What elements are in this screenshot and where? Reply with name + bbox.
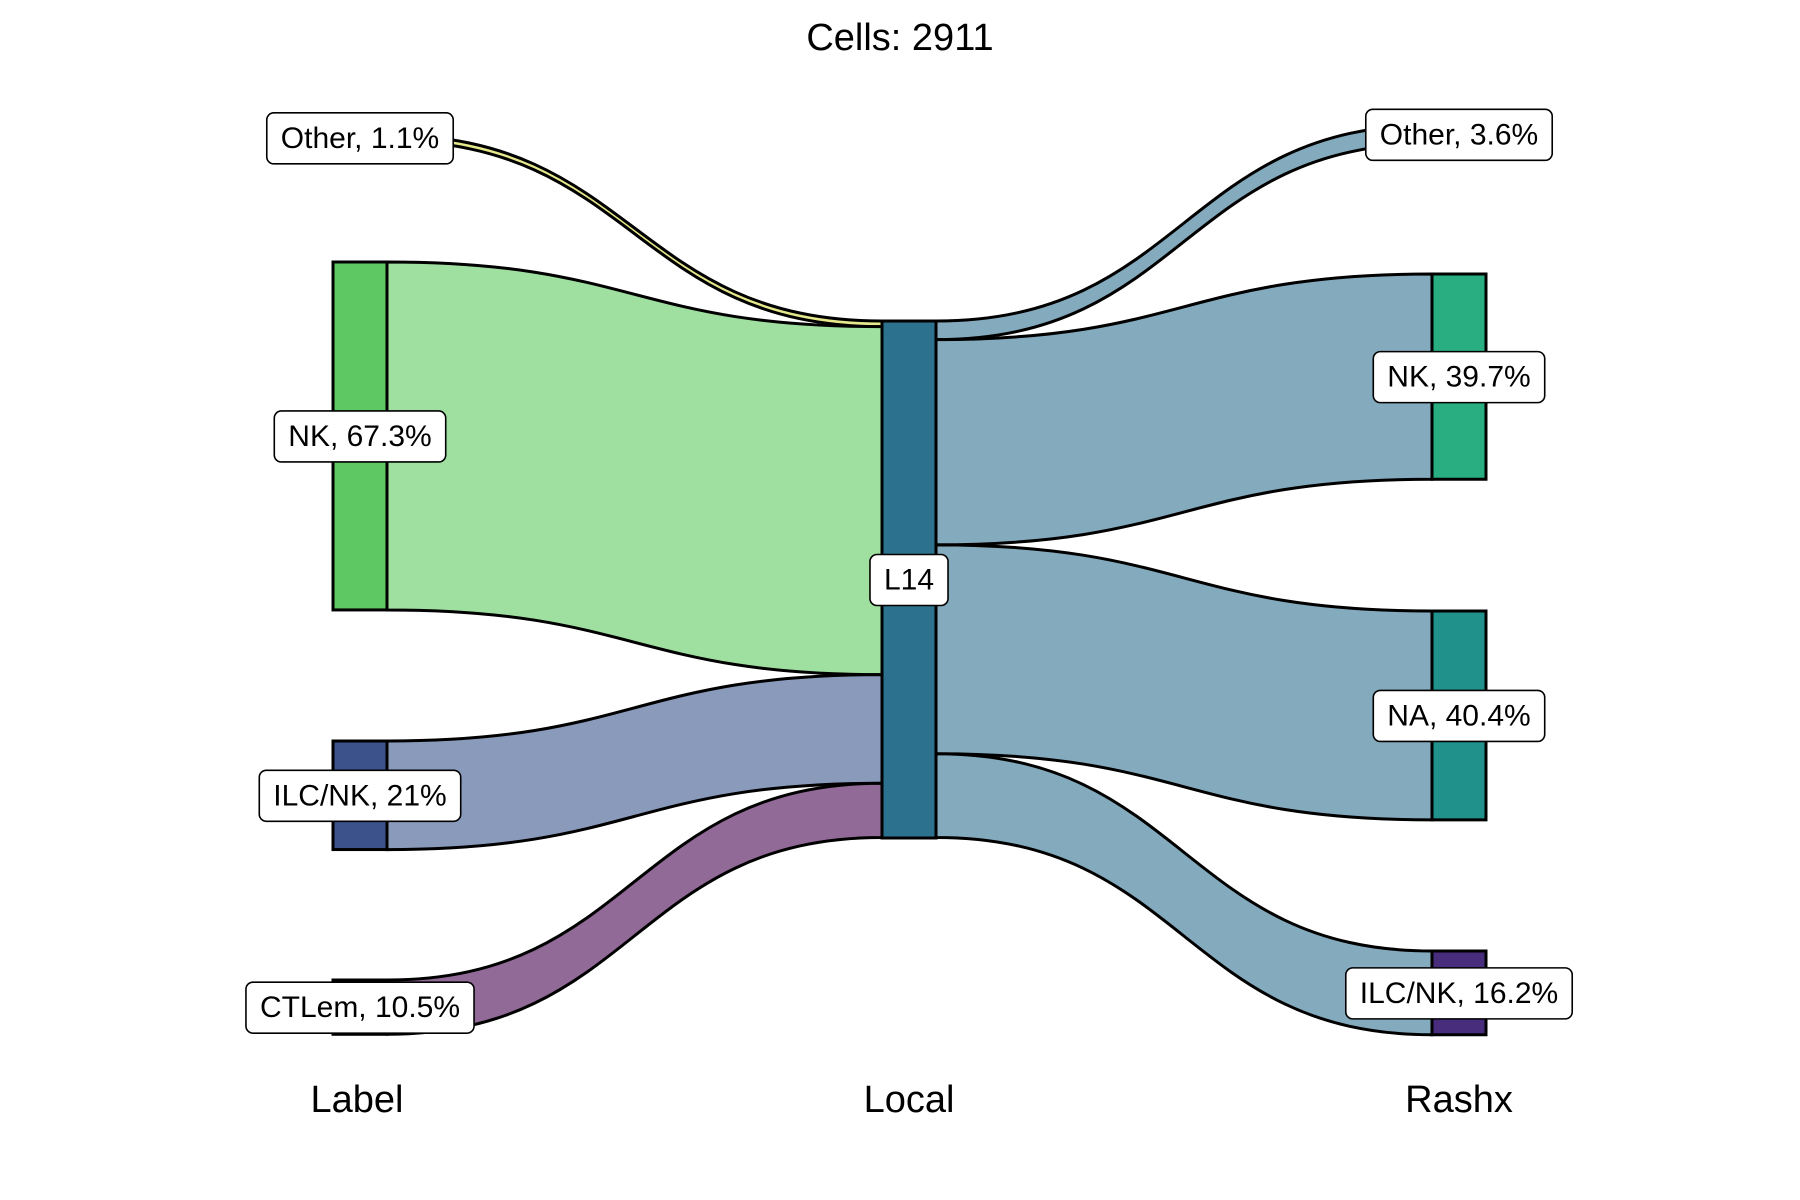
node-label-left-other-box [265, 112, 455, 165]
node-label-right-other-box [1364, 108, 1554, 162]
node-label-right-ilcnk-box [1344, 967, 1574, 1020]
node-label-right-other-text: Other, 3.6% [1380, 118, 1538, 151]
node-label-left-nk-text: NK, 67.3% [288, 420, 431, 453]
node-label-left-nk-box [273, 410, 447, 463]
node-label-left-ctlem-box [245, 981, 475, 1034]
node-label-right-nk-text: NK, 39.7% [1387, 361, 1530, 394]
node-label-left-ilcnk-box [258, 769, 462, 823]
node-label-right-na-box [1372, 689, 1546, 743]
node-label-right-na: NA, 40.4% [1372, 689, 1546, 743]
node-label-middle-l14-text: L14 [884, 564, 934, 597]
axis-label-left: Label [311, 1079, 404, 1121]
node-label-middle-l14: L14 [869, 553, 949, 607]
node-label-middle-l14-box [869, 553, 949, 607]
node-label-left-ctlem: CTLem, 10.5% [245, 981, 475, 1034]
node-label-right-nk-box [1372, 350, 1546, 404]
node-label-right-ilcnk: ILC/NK, 16.2% [1344, 967, 1574, 1020]
node-label-left-other-text: Other, 1.1% [281, 122, 439, 155]
axis-label-right: Rashx [1405, 1079, 1513, 1121]
axis-label-middle: Local [864, 1079, 955, 1121]
node-label-right-ilcnk-text: ILC/NK, 16.2% [1360, 977, 1558, 1010]
node-label-right-nk: NK, 39.7% [1372, 350, 1546, 404]
right-flows [934, 123, 1434, 1037]
left-flows [385, 133, 884, 1036]
node-label-left-nk: NK, 67.3% [273, 410, 447, 463]
node-labels: Other, 1.1% NK, 67.3% ILC/NK, 21% CTLem, 10… [245, 108, 1574, 1034]
node-label-right-other: Other, 3.6% [1364, 108, 1554, 162]
node-label-left-ctlem-text: CTLem, 10.5% [260, 991, 460, 1024]
chart-title: Cells: 2911 [806, 17, 993, 59]
node-label-right-na-text: NA, 40.4% [1387, 699, 1530, 732]
node-label-left-ilcnk-text: ILC/NK, 21% [273, 779, 446, 812]
node-label-left-other: Other, 1.1% [265, 112, 455, 165]
node-label-left-ilcnk: ILC/NK, 21% [258, 769, 462, 823]
flow-left-nk [385, 260, 884, 677]
